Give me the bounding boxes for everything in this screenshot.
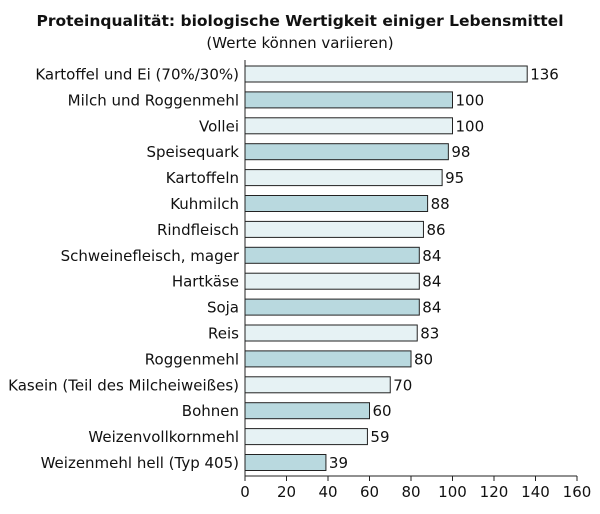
value-label-14: 59 bbox=[370, 428, 389, 446]
x-tick-label-1: 20 bbox=[277, 483, 296, 501]
category-label-7: Schweinefleisch, mager bbox=[61, 247, 240, 265]
bar-13 bbox=[244, 402, 370, 420]
bar-3 bbox=[244, 143, 449, 161]
x-tick-label-8: 160 bbox=[563, 483, 592, 501]
bar-7 bbox=[244, 246, 420, 264]
bar-4 bbox=[244, 169, 443, 187]
bar-1 bbox=[244, 91, 453, 109]
category-label-11: Roggenmehl bbox=[145, 350, 239, 368]
value-label-7: 84 bbox=[422, 247, 441, 265]
x-tick-label-6: 120 bbox=[480, 483, 509, 501]
bar-2 bbox=[244, 117, 453, 135]
bar-11 bbox=[244, 350, 412, 368]
category-label-8: Hartkäse bbox=[172, 273, 239, 291]
bar-14 bbox=[244, 428, 368, 446]
value-label-11: 80 bbox=[414, 350, 433, 368]
bar-15 bbox=[244, 454, 327, 471]
bar-5 bbox=[244, 195, 429, 212]
category-label-3: Speisequark bbox=[146, 143, 239, 161]
value-label-9: 84 bbox=[422, 299, 441, 317]
category-label-2: Vollei bbox=[199, 117, 239, 135]
value-label-5: 88 bbox=[431, 195, 450, 213]
value-label-15: 39 bbox=[329, 454, 348, 472]
value-label-1: 100 bbox=[456, 91, 485, 109]
value-label-6: 86 bbox=[426, 221, 445, 239]
value-label-13: 60 bbox=[373, 402, 392, 420]
category-label-4: Kartoffeln bbox=[166, 169, 239, 187]
value-label-8: 84 bbox=[422, 273, 441, 291]
chart-subtitle: (Werte können variieren) bbox=[206, 34, 394, 52]
category-label-1: Milch und Roggenmehl bbox=[68, 91, 239, 109]
bar-6 bbox=[244, 220, 424, 238]
x-tick-label-2: 40 bbox=[318, 483, 337, 501]
value-label-4: 95 bbox=[445, 169, 464, 187]
category-label-10: Reis bbox=[208, 325, 239, 343]
x-tick-label-5: 100 bbox=[438, 483, 467, 501]
category-label-5: Kuhmilch bbox=[170, 195, 239, 213]
x-tick-label-7: 140 bbox=[521, 483, 550, 501]
value-label-2: 100 bbox=[456, 117, 485, 135]
bar-9 bbox=[244, 298, 420, 316]
category-label-15: Weizenmehl hell (Typ 405) bbox=[41, 454, 239, 472]
chart-title: Proteinqualität: biologische Wertigkeit … bbox=[36, 12, 564, 30]
category-label-6: Rindfleisch bbox=[157, 221, 239, 239]
category-label-9: Soja bbox=[207, 299, 239, 317]
category-label-12: Kasein (Teil des Milcheiweißes) bbox=[8, 376, 239, 394]
bar-10 bbox=[244, 324, 418, 342]
x-tick-label-0: 0 bbox=[240, 483, 250, 501]
bar-0 bbox=[244, 65, 528, 83]
value-label-3: 98 bbox=[451, 143, 470, 161]
value-label-0: 136 bbox=[530, 66, 559, 84]
x-tick-label-4: 80 bbox=[401, 483, 420, 501]
category-label-14: Weizenvollkornmehl bbox=[88, 428, 239, 446]
x-tick-label-3: 60 bbox=[360, 483, 379, 501]
bar-12 bbox=[244, 376, 391, 394]
bar-8 bbox=[244, 272, 420, 290]
category-label-0: Kartoffel und Ei (70%/30%) bbox=[35, 66, 239, 84]
value-label-12: 70 bbox=[393, 376, 412, 394]
value-label-10: 83 bbox=[420, 325, 439, 343]
category-label-13: Bohnen bbox=[182, 402, 239, 420]
